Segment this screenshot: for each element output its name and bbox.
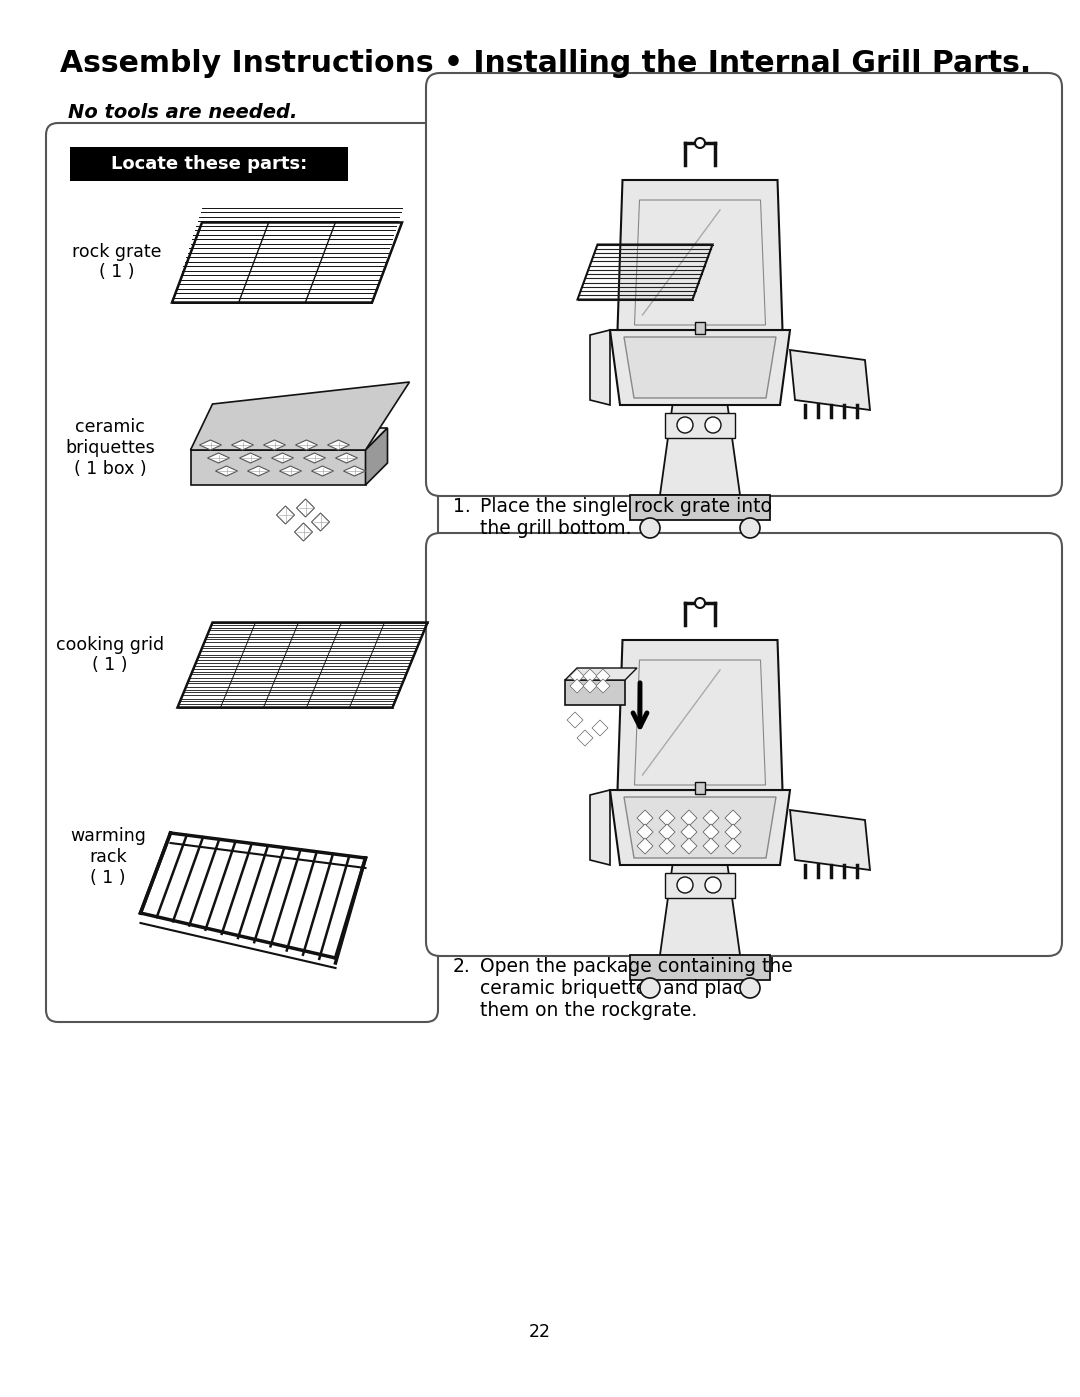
Polygon shape — [231, 440, 254, 450]
Polygon shape — [703, 838, 719, 854]
Text: Locate these parts:: Locate these parts: — [111, 155, 307, 173]
Text: rock grate
( 1 ): rock grate ( 1 ) — [72, 243, 162, 281]
Polygon shape — [207, 453, 229, 462]
Polygon shape — [583, 679, 597, 693]
FancyBboxPatch shape — [46, 123, 438, 1023]
Polygon shape — [635, 200, 766, 326]
Circle shape — [677, 877, 693, 893]
Polygon shape — [565, 668, 637, 680]
Polygon shape — [624, 337, 777, 398]
Circle shape — [677, 416, 693, 433]
Circle shape — [640, 978, 660, 997]
Polygon shape — [190, 450, 365, 485]
Polygon shape — [703, 824, 719, 840]
Polygon shape — [247, 467, 270, 476]
Polygon shape — [789, 810, 870, 870]
Polygon shape — [624, 798, 777, 858]
Polygon shape — [343, 467, 365, 476]
Bar — [665, 873, 735, 898]
Text: ceramic
briquettes
( 1 box ): ceramic briquettes ( 1 box ) — [65, 418, 154, 478]
Circle shape — [696, 598, 705, 608]
Polygon shape — [264, 440, 285, 450]
Polygon shape — [660, 405, 740, 495]
FancyBboxPatch shape — [426, 534, 1062, 956]
Polygon shape — [583, 669, 597, 683]
Polygon shape — [565, 680, 625, 705]
Polygon shape — [681, 824, 697, 840]
Text: 2.: 2. — [453, 957, 471, 977]
Polygon shape — [570, 669, 584, 683]
Polygon shape — [637, 838, 653, 854]
Polygon shape — [659, 824, 675, 840]
Polygon shape — [592, 719, 608, 736]
Polygon shape — [681, 810, 697, 826]
Polygon shape — [637, 824, 653, 840]
Text: Place the single rock grate into
the grill bottom.: Place the single rock grate into the gri… — [480, 497, 772, 538]
Polygon shape — [725, 838, 741, 854]
Polygon shape — [567, 712, 583, 728]
Polygon shape — [789, 351, 870, 409]
Polygon shape — [610, 330, 789, 405]
Polygon shape — [590, 330, 610, 405]
Polygon shape — [200, 440, 221, 450]
Polygon shape — [190, 427, 388, 450]
Circle shape — [705, 877, 721, 893]
Bar — [70, 147, 348, 182]
Circle shape — [740, 978, 760, 997]
Polygon shape — [659, 838, 675, 854]
Polygon shape — [635, 659, 766, 785]
Polygon shape — [276, 506, 295, 524]
Polygon shape — [295, 522, 312, 541]
Polygon shape — [703, 810, 719, 826]
Polygon shape — [681, 838, 697, 854]
Polygon shape — [296, 440, 318, 450]
Polygon shape — [659, 810, 675, 826]
Bar — [665, 414, 735, 439]
Polygon shape — [618, 180, 783, 330]
Polygon shape — [216, 467, 238, 476]
Bar — [696, 782, 705, 793]
Bar — [630, 956, 770, 981]
Polygon shape — [311, 513, 329, 531]
FancyBboxPatch shape — [426, 73, 1062, 496]
Circle shape — [705, 416, 721, 433]
Text: 22: 22 — [529, 1323, 551, 1341]
Polygon shape — [570, 679, 584, 693]
Polygon shape — [725, 810, 741, 826]
Circle shape — [640, 518, 660, 538]
Polygon shape — [240, 453, 261, 462]
Text: warming
rack
( 1 ): warming rack ( 1 ) — [70, 827, 146, 887]
Polygon shape — [590, 789, 610, 865]
Polygon shape — [327, 440, 350, 450]
Text: Open the package containing the
ceramic briquettes and place
them on the rockgra: Open the package containing the ceramic … — [480, 957, 793, 1020]
Polygon shape — [190, 381, 409, 450]
Polygon shape — [280, 467, 301, 476]
Polygon shape — [610, 789, 789, 865]
Text: cooking grid
( 1 ): cooking grid ( 1 ) — [56, 636, 164, 675]
Polygon shape — [365, 427, 388, 485]
Polygon shape — [311, 467, 334, 476]
Text: Assembly Instructions • Installing the Internal Grill Parts.: Assembly Instructions • Installing the I… — [60, 49, 1031, 77]
Polygon shape — [725, 824, 741, 840]
Polygon shape — [577, 731, 593, 746]
Bar — [696, 321, 705, 334]
Polygon shape — [303, 453, 325, 462]
Polygon shape — [596, 669, 610, 683]
Text: No tools are needed.: No tools are needed. — [68, 102, 297, 122]
Polygon shape — [618, 640, 783, 789]
Bar — [630, 495, 770, 520]
Polygon shape — [297, 499, 314, 517]
Polygon shape — [637, 810, 653, 826]
Polygon shape — [596, 679, 610, 693]
Polygon shape — [271, 453, 294, 462]
Circle shape — [740, 518, 760, 538]
Circle shape — [696, 138, 705, 148]
Text: 1.: 1. — [453, 497, 471, 515]
Polygon shape — [660, 865, 740, 956]
Polygon shape — [336, 453, 357, 462]
